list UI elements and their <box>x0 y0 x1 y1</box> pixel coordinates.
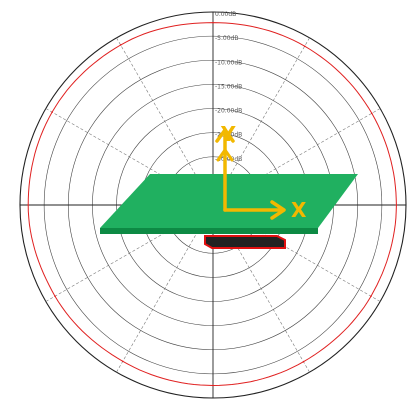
series-point <box>302 360 305 363</box>
ring-label: -20.00dB <box>215 108 242 115</box>
series-point <box>212 384 214 387</box>
series-point <box>370 112 373 115</box>
y-axis-label: Y <box>220 122 236 146</box>
series-point <box>27 204 30 206</box>
pcb-board-top <box>100 174 358 228</box>
series-point <box>370 295 372 297</box>
series-point <box>54 295 56 297</box>
x-axis-arrow <box>223 200 286 220</box>
board-illustration: Y X <box>100 122 358 249</box>
ring-label: -30.00dB <box>215 156 242 163</box>
component-edge <box>204 235 286 249</box>
component-block <box>205 236 285 248</box>
pcb-board-edge <box>100 228 318 234</box>
series-point <box>119 44 122 46</box>
series-point <box>303 45 306 48</box>
series-layer <box>27 21 398 387</box>
series-point <box>212 21 214 24</box>
ring-label: -15.00dB <box>215 83 242 90</box>
y-axis-arrow <box>215 128 235 212</box>
series-point <box>51 111 53 113</box>
series-point <box>395 204 398 206</box>
ring-label: 0.00dB <box>215 11 236 18</box>
series-point <box>121 360 124 363</box>
ring-label: -10.00dB <box>215 59 242 66</box>
x-axis-label: X <box>291 198 307 222</box>
ring-label: -5.00dB <box>215 35 238 42</box>
